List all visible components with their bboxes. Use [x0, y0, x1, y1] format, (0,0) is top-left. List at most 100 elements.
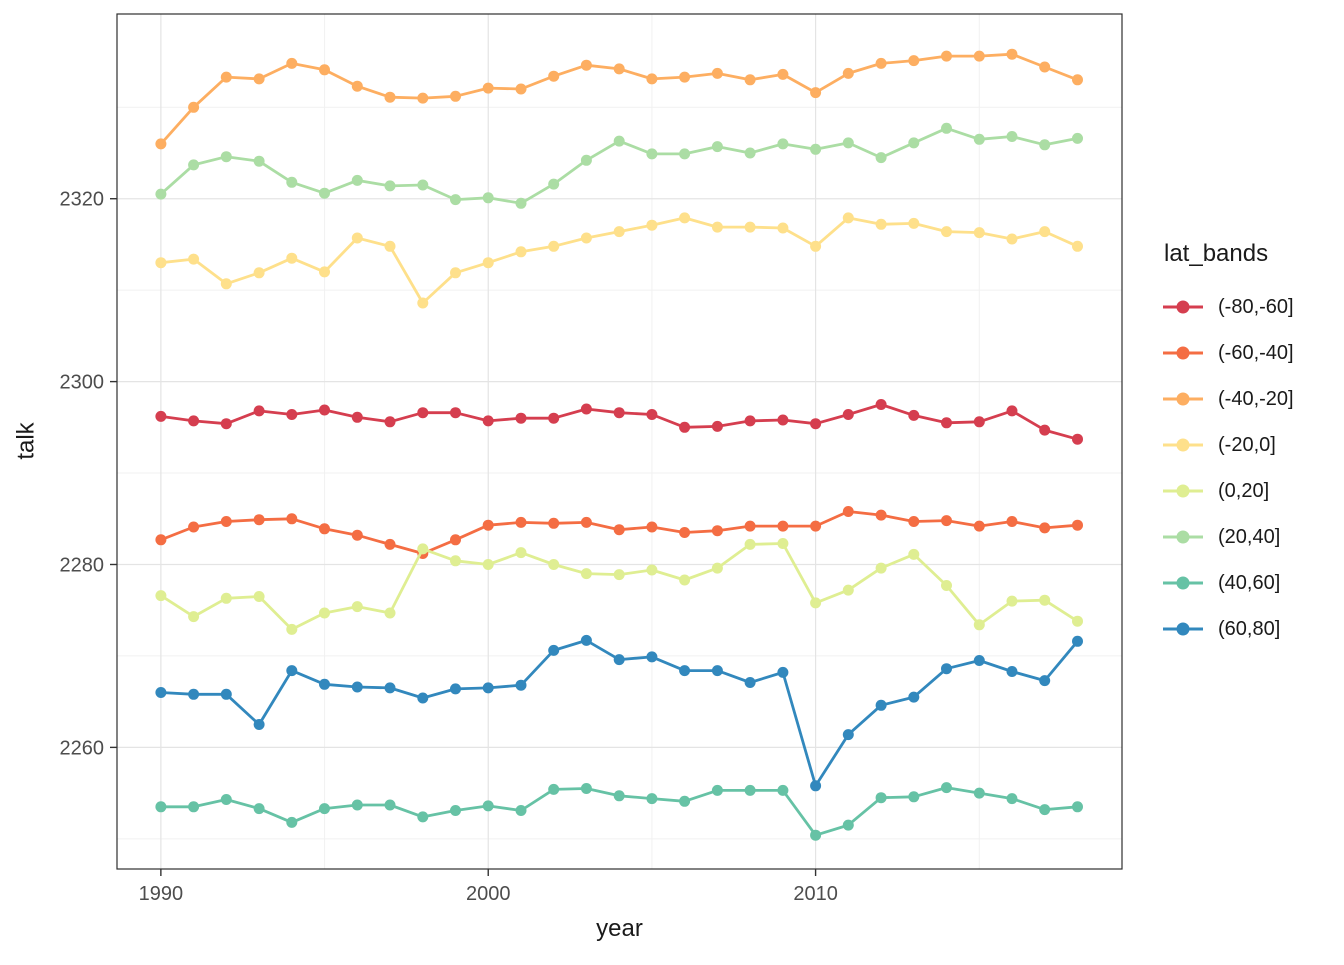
- data-point: [384, 416, 396, 428]
- data-point: [941, 50, 952, 62]
- legend-item: (0,20]: [1162, 468, 1342, 514]
- x-tick-label: 2000: [466, 883, 511, 905]
- data-point: [548, 644, 560, 656]
- data-point: [417, 179, 429, 191]
- data-point: [908, 409, 920, 421]
- data-point: [253, 73, 265, 85]
- data-point: [1039, 139, 1051, 151]
- data-point: [613, 790, 625, 802]
- data-point: [319, 803, 330, 815]
- legend-item-label: (-40,-20]: [1218, 387, 1294, 410]
- data-point: [875, 218, 887, 230]
- data-point: [515, 412, 527, 424]
- data-point: [875, 399, 887, 410]
- data-point: [515, 679, 527, 691]
- data-point: [286, 57, 298, 69]
- data-point: [777, 520, 789, 532]
- data-point: [482, 415, 494, 427]
- data-point: [319, 187, 330, 199]
- data-point: [548, 559, 560, 570]
- data-point: [941, 663, 952, 675]
- data-point: [155, 534, 167, 546]
- data-point: [286, 513, 298, 525]
- data-point: [1006, 595, 1018, 607]
- data-point: [220, 418, 232, 430]
- data-point: [188, 688, 200, 700]
- data-point: [973, 227, 985, 239]
- data-point: [646, 521, 658, 533]
- legend-key-icon: [1163, 438, 1203, 452]
- legend-item: (20,40]: [1162, 514, 1342, 560]
- data-point: [1039, 226, 1051, 238]
- data-point: [1072, 132, 1083, 144]
- data-point: [515, 547, 527, 559]
- data-point: [548, 783, 560, 795]
- data-point: [941, 782, 952, 794]
- legend-item-label: (-20,0]: [1218, 433, 1276, 456]
- data-point: [319, 266, 330, 278]
- data-point: [482, 682, 494, 694]
- data-point: [580, 516, 592, 528]
- data-point: [941, 417, 952, 429]
- data-point: [842, 819, 854, 831]
- data-point: [384, 180, 396, 192]
- x-tick-label: 2010: [793, 883, 838, 905]
- data-point: [220, 71, 232, 83]
- data-point: [679, 795, 691, 807]
- data-point: [155, 188, 167, 200]
- data-point: [777, 666, 789, 678]
- data-point: [351, 681, 363, 693]
- data-point: [319, 678, 330, 690]
- data-point: [679, 527, 691, 538]
- data-point: [548, 70, 560, 82]
- legend-items: (-80,-60] (-60,-40] (-40,-20] (-20,0] (0,20]…: [1162, 284, 1342, 652]
- data-point: [188, 253, 200, 265]
- data-point: [319, 64, 330, 76]
- legend-item: (-20,0]: [1162, 422, 1342, 468]
- data-point: [777, 222, 789, 234]
- data-point: [220, 688, 232, 700]
- data-point: [417, 92, 429, 104]
- data-point: [482, 192, 494, 204]
- data-point: [679, 71, 691, 83]
- data-point: [482, 559, 494, 570]
- data-point: [810, 143, 822, 155]
- data-point: [810, 240, 822, 252]
- data-point: [580, 59, 592, 71]
- data-point: [810, 520, 822, 532]
- data-point: [711, 420, 723, 432]
- data-point: [777, 68, 789, 80]
- legend-item-label: (-60,-40]: [1218, 341, 1294, 364]
- data-point: [842, 409, 854, 420]
- data-point: [417, 297, 429, 309]
- data-point: [286, 409, 298, 420]
- data-point: [1072, 519, 1083, 531]
- data-point: [1039, 804, 1051, 816]
- data-point: [286, 816, 298, 828]
- data-point: [875, 152, 887, 164]
- data-point: [220, 278, 232, 290]
- data-point: [777, 414, 789, 426]
- data-point: [220, 151, 232, 163]
- data-point: [646, 793, 658, 805]
- data-point: [1039, 675, 1051, 687]
- data-point: [810, 418, 822, 430]
- y-tick-label: 2260: [60, 737, 105, 759]
- data-point: [711, 562, 723, 574]
- data-point: [286, 176, 298, 188]
- panel-background: [117, 14, 1122, 869]
- data-point: [679, 148, 691, 160]
- legend: lat_bands (-80,-60] (-60,-40] (-40,-20] (-2…: [1162, 240, 1342, 652]
- data-point: [646, 219, 658, 231]
- data-point: [973, 50, 985, 62]
- data-point: [450, 805, 461, 816]
- data-point: [679, 421, 691, 433]
- data-point: [646, 73, 658, 85]
- data-point: [744, 415, 756, 427]
- data-point: [908, 791, 920, 803]
- legend-key-point: [1176, 530, 1190, 544]
- data-point: [875, 57, 887, 69]
- data-point: [450, 534, 461, 546]
- y-axis-title: talk: [12, 422, 40, 460]
